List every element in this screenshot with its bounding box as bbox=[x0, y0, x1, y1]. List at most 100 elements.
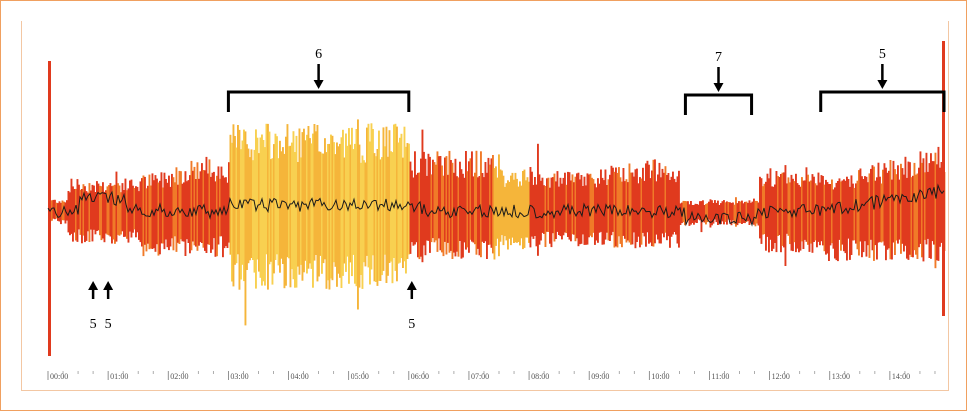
band-segment bbox=[784, 165, 787, 266]
band-segment bbox=[798, 184, 800, 253]
band-segment bbox=[787, 177, 790, 236]
band-segment bbox=[673, 178, 676, 232]
band-segment bbox=[243, 129, 245, 282]
band-segment bbox=[156, 178, 158, 245]
band-segment bbox=[103, 191, 106, 243]
band-segment bbox=[250, 149, 253, 258]
band-segment bbox=[241, 140, 244, 265]
band-segment bbox=[865, 176, 868, 257]
band-segment bbox=[771, 186, 773, 252]
band-segment bbox=[265, 123, 268, 255]
band-segment bbox=[85, 191, 88, 241]
band-segment bbox=[690, 201, 692, 225]
band-segment bbox=[438, 156, 440, 239]
band-segment bbox=[895, 174, 898, 241]
band-segment bbox=[192, 170, 194, 242]
band-segment bbox=[372, 129, 374, 256]
band-segment bbox=[330, 134, 332, 279]
band-segment bbox=[645, 163, 647, 247]
band-segment bbox=[928, 163, 931, 258]
band-segment bbox=[264, 147, 266, 286]
band-segment bbox=[366, 127, 368, 256]
band-segment bbox=[747, 202, 749, 222]
band-segment bbox=[633, 176, 635, 233]
band-segment bbox=[339, 143, 341, 278]
band-segment bbox=[157, 182, 160, 256]
band-segment bbox=[856, 180, 859, 250]
band-segment bbox=[150, 185, 152, 249]
edge-spike bbox=[48, 61, 51, 356]
annotation-layer: 6 7 55 5 5 bbox=[88, 47, 946, 332]
band-segment bbox=[706, 203, 709, 223]
bracket bbox=[819, 90, 946, 112]
band-segment bbox=[751, 201, 754, 223]
band-segment bbox=[655, 181, 658, 235]
band-segment bbox=[231, 142, 233, 282]
band-segment bbox=[414, 151, 416, 245]
band-segment bbox=[55, 202, 58, 219]
band-segment bbox=[361, 155, 364, 289]
band-segment bbox=[516, 178, 518, 243]
band-segment bbox=[60, 202, 62, 225]
band-segment bbox=[100, 186, 103, 241]
band-segment bbox=[840, 181, 842, 251]
band-segment bbox=[459, 161, 461, 241]
band-segment bbox=[544, 186, 547, 247]
band-segment bbox=[891, 179, 893, 260]
band-segment bbox=[91, 184, 94, 242]
down-arrow-head bbox=[713, 83, 724, 92]
band-segment bbox=[927, 171, 929, 239]
band-segment bbox=[772, 186, 775, 249]
band-segment bbox=[733, 204, 736, 224]
band-segment bbox=[172, 177, 175, 251]
band-segment bbox=[111, 186, 113, 244]
band-segment bbox=[637, 183, 640, 237]
band-segment bbox=[712, 203, 715, 224]
band-segment bbox=[454, 158, 457, 257]
band-segment bbox=[294, 152, 296, 288]
band-segment bbox=[148, 174, 151, 250]
band-segment bbox=[384, 146, 386, 255]
band-segment bbox=[130, 179, 133, 238]
band-segment bbox=[141, 178, 143, 247]
band-segment bbox=[201, 163, 203, 243]
band-segment bbox=[886, 172, 889, 250]
band-segment bbox=[543, 185, 545, 234]
band-segment bbox=[669, 180, 671, 248]
band-segment bbox=[721, 201, 724, 222]
band-segment bbox=[832, 189, 835, 249]
band-segment bbox=[789, 182, 791, 245]
band-segment bbox=[252, 160, 254, 260]
band-segment bbox=[517, 186, 520, 242]
band-segment bbox=[223, 177, 226, 249]
band-segment bbox=[823, 184, 826, 252]
band-segment bbox=[171, 173, 173, 239]
x-tick-label: 08:00 bbox=[531, 372, 549, 381]
band-segment bbox=[505, 183, 508, 241]
band-segment bbox=[697, 204, 700, 220]
band-segment bbox=[864, 176, 866, 242]
band-segment bbox=[594, 183, 596, 245]
band-segment bbox=[220, 166, 223, 237]
band-segment bbox=[534, 177, 536, 236]
band-segment bbox=[759, 176, 761, 239]
band-segment bbox=[402, 157, 404, 268]
band-segment bbox=[189, 175, 191, 254]
band-segment bbox=[790, 174, 793, 251]
band-segment bbox=[648, 164, 650, 244]
band-segment bbox=[51, 200, 53, 221]
band-segment bbox=[663, 172, 665, 238]
band-segment bbox=[253, 149, 256, 273]
band-segment bbox=[532, 184, 535, 239]
band-segment bbox=[229, 134, 232, 255]
band-segment bbox=[760, 178, 763, 244]
band-segment bbox=[304, 140, 307, 261]
band-segment bbox=[880, 183, 883, 243]
band-segment bbox=[688, 204, 691, 226]
band-segment bbox=[874, 180, 877, 246]
band-segment bbox=[187, 180, 190, 243]
band-segment bbox=[808, 181, 811, 252]
band-segment bbox=[654, 159, 656, 244]
band-segment bbox=[679, 203, 682, 225]
band-segment bbox=[558, 186, 560, 235]
